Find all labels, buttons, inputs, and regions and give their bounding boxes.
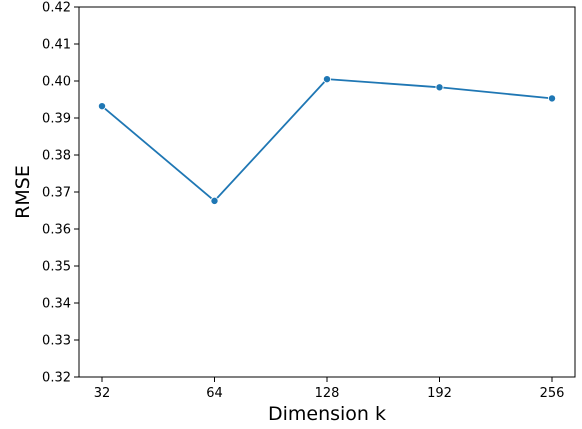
x-tick-label: 32 (94, 386, 111, 401)
y-tick-label: 0.37 (42, 186, 71, 201)
y-tick-label: 0.32 (42, 371, 71, 386)
y-tick-label: 0.35 (42, 260, 71, 275)
x-tick-label: 64 (206, 386, 223, 401)
data-point (548, 94, 557, 103)
y-tick-label: 0.40 (42, 75, 71, 90)
plot-layer (98, 75, 557, 205)
y-axis-ticks: 0.32 0.33 0.34 0.35 0.36 0.37 0.38 0.39 0.40 0.41… (42, 1, 79, 386)
x-axis-ticks: 32 64 128 192 256 (94, 377, 565, 401)
x-tick-label: 128 (315, 386, 340, 401)
x-tick-label: 256 (540, 386, 565, 401)
y-tick-label: 0.42 (42, 1, 71, 16)
y-tick-label: 0.33 (42, 334, 71, 349)
data-point (435, 83, 444, 92)
y-tick-label: 0.39 (42, 112, 71, 127)
data-point (322, 75, 331, 84)
y-tick-label: 0.41 (42, 38, 71, 53)
y-tick-label: 0.38 (42, 149, 71, 164)
data-point (98, 102, 107, 111)
y-tick-label: 0.34 (42, 297, 71, 312)
x-tick-label: 192 (427, 386, 452, 401)
x-axis-title: Dimension k (268, 403, 386, 425)
y-axis-title: RMSE (12, 165, 34, 219)
data-point (210, 196, 219, 205)
y-tick-label: 0.36 (42, 223, 71, 238)
